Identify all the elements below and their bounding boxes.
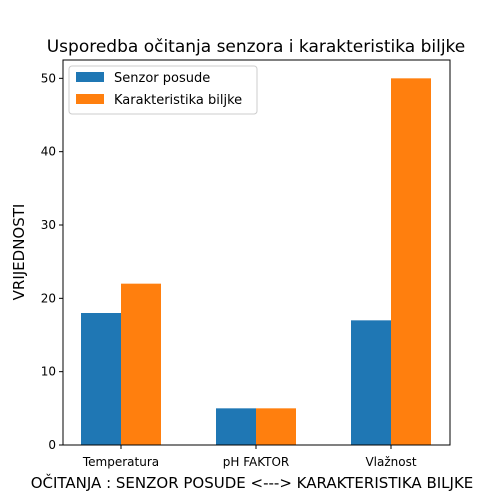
x-tick-label: Vlažnost xyxy=(365,455,416,469)
legend: Senzor posude Karakteristika biljke xyxy=(68,65,258,115)
y-axis-ticks: 0 10 20 30 40 50 xyxy=(41,71,63,452)
y-axis-label: VRIJEDNOSTI xyxy=(10,204,28,301)
x-axis-ticks: Temperatura pH FAKTOR Vlažnost xyxy=(82,445,417,469)
y-tick-label: 10 xyxy=(41,365,56,379)
legend-box xyxy=(68,65,258,115)
y-tick-label: 20 xyxy=(41,291,56,305)
y-tick-label: 30 xyxy=(41,218,56,232)
y-tick-label: 50 xyxy=(41,71,56,85)
legend-swatch-sensor xyxy=(76,72,104,82)
legend-swatch-plant xyxy=(76,94,104,104)
y-tick-label: 40 xyxy=(41,145,56,159)
bar-plant-ph-faktor xyxy=(256,408,296,445)
legend-label-plant: Karakteristika biljke xyxy=(114,93,242,108)
x-tick-label: pH FAKTOR xyxy=(223,455,290,469)
x-axis-label: OČITANJA : SENZOR POSUDE <---> KARAKTERI… xyxy=(31,473,474,492)
bar-plant-temperatura xyxy=(121,283,161,445)
bar-sensor-vlažnost xyxy=(351,320,391,445)
bar-plant-vlažnost xyxy=(391,78,431,445)
chart-title: Usporedba očitanja senzora i karakterist… xyxy=(47,37,466,57)
bar-sensor-temperatura xyxy=(81,313,121,445)
bar-sensor-ph-faktor xyxy=(216,408,256,445)
x-tick-label: Temperatura xyxy=(82,455,159,469)
legend-label-sensor: Senzor posude xyxy=(114,71,210,86)
bars-layer xyxy=(81,78,431,445)
y-tick-label: 0 xyxy=(48,438,56,452)
